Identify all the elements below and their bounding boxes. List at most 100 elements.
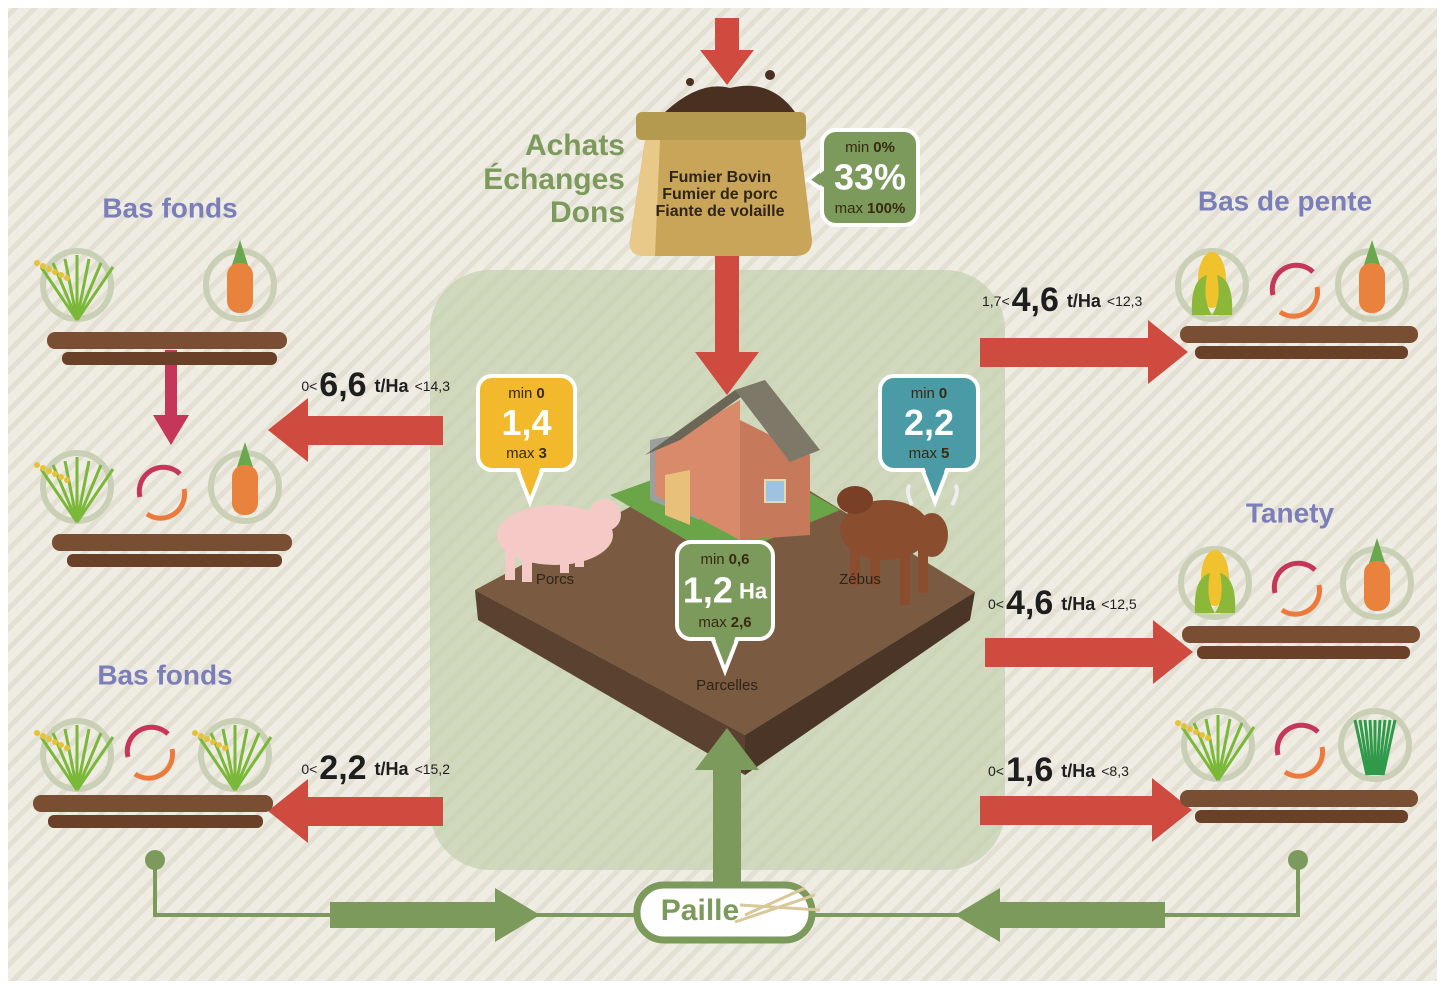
badge-pointer <box>713 633 737 665</box>
rice-leaf <box>63 258 79 321</box>
yield-value: 2,2 <box>319 749 366 787</box>
badge-text: max <box>698 614 727 631</box>
rice-leaf <box>75 736 115 791</box>
carrot <box>232 465 258 515</box>
rice-grain <box>34 730 40 736</box>
badge-row: max 100% <box>835 200 906 217</box>
rice-leaf <box>1204 718 1220 781</box>
badge-text: 0% <box>873 139 895 156</box>
soil <box>1180 326 1418 343</box>
corn-leaf <box>1191 275 1233 315</box>
rice-grain <box>58 474 64 480</box>
yield-high: <12,5 <box>1101 596 1137 612</box>
soil <box>1197 646 1410 659</box>
badge-row: min 0% <box>845 139 895 156</box>
rice-grain <box>192 730 198 736</box>
rotation-arrow <box>145 488 188 521</box>
grass <box>1379 719 1392 776</box>
field-title: Bas fonds <box>97 659 232 690</box>
rice-grain <box>64 745 70 751</box>
yield-value: 6,6 <box>319 366 366 404</box>
rice-grain <box>1187 726 1193 732</box>
rice-grain <box>46 266 52 272</box>
rice-grain <box>64 275 70 281</box>
badge-text: 0 <box>939 385 947 402</box>
yield-unit: t/Ha <box>375 376 410 396</box>
badge-text: max <box>909 445 938 462</box>
rice-grain <box>64 477 70 483</box>
soil <box>62 352 277 365</box>
badge-text: min <box>700 551 724 568</box>
carrot-leaf <box>232 240 248 265</box>
soil <box>33 795 273 812</box>
rotation-arrow <box>1271 560 1317 594</box>
soil <box>1195 346 1408 359</box>
sack-line: Fumier Bovin <box>669 169 771 186</box>
yield-low: 0< <box>301 378 317 394</box>
rice-leaf <box>75 732 103 791</box>
yield-high: <14,3 <box>415 378 451 394</box>
yield-value: 1,6 <box>1006 751 1053 789</box>
yield-low: 0< <box>301 761 317 777</box>
rotation-arrow <box>1278 286 1321 319</box>
grass <box>1381 719 1397 776</box>
badge-text: 5 <box>941 445 949 462</box>
rice-grain <box>34 260 40 266</box>
rice-grain <box>40 465 46 471</box>
carrot <box>1364 561 1390 611</box>
field-title: Tanety <box>1246 497 1335 528</box>
rice-leaf <box>63 728 79 791</box>
carrot-leaf <box>1364 240 1380 265</box>
badge-pointer <box>923 464 947 496</box>
soil <box>1182 626 1420 643</box>
rice-grain <box>1193 729 1199 735</box>
yield: 0<4,6 t/Ha <12,5 <box>988 584 1137 622</box>
soil <box>52 534 292 551</box>
yield-high: <12,3 <box>1107 293 1143 309</box>
carrot-leaf <box>237 442 253 467</box>
badge-text: max <box>835 200 864 217</box>
rice-grain <box>204 736 210 742</box>
rice-grain <box>58 742 64 748</box>
carrot <box>227 263 253 313</box>
badge-text: Ha <box>739 578 768 603</box>
input-label: Achats <box>525 129 625 162</box>
badge-text: min <box>508 385 532 402</box>
rice-grain <box>52 471 58 477</box>
carrot-leaf <box>1369 538 1385 563</box>
rice-leaf <box>1216 718 1232 781</box>
rice-leaf <box>233 732 261 791</box>
badge-text: min <box>911 385 935 402</box>
rice-leaf <box>75 258 91 321</box>
yield: 0<1,6 t/Ha <8,3 <box>988 751 1129 789</box>
rice-leaf <box>1216 726 1256 781</box>
rice-grain <box>210 739 216 745</box>
grass <box>1375 719 1382 776</box>
field-title: Bas de pente <box>1198 185 1372 216</box>
badge-pointer <box>518 464 542 496</box>
badge-pointer <box>813 167 828 190</box>
rotation-arrow <box>136 464 182 498</box>
grass <box>1377 719 1387 776</box>
soil <box>67 554 282 567</box>
badge-text: 1,2 <box>683 569 733 610</box>
rotation-arrow <box>1283 746 1326 779</box>
rice-grain <box>1205 735 1211 741</box>
straw-pill <box>633 881 816 944</box>
badge-text: 100% <box>867 200 905 217</box>
rice-grain <box>46 468 52 474</box>
soil <box>1195 810 1408 823</box>
badge-row: max 5 <box>909 445 950 462</box>
farm-label: Zébus <box>839 571 881 588</box>
pig <box>497 499 621 582</box>
yield-unit: t/Ha <box>1067 291 1102 311</box>
rice-grain <box>40 733 46 739</box>
straw-icon <box>734 886 821 924</box>
soil <box>48 815 263 828</box>
rice-leaf <box>63 460 79 523</box>
rice-grain <box>1181 723 1187 729</box>
sack-line: Fiante de volaille <box>656 203 785 220</box>
rice-leaf <box>75 468 115 523</box>
rice-leaf <box>39 468 79 523</box>
